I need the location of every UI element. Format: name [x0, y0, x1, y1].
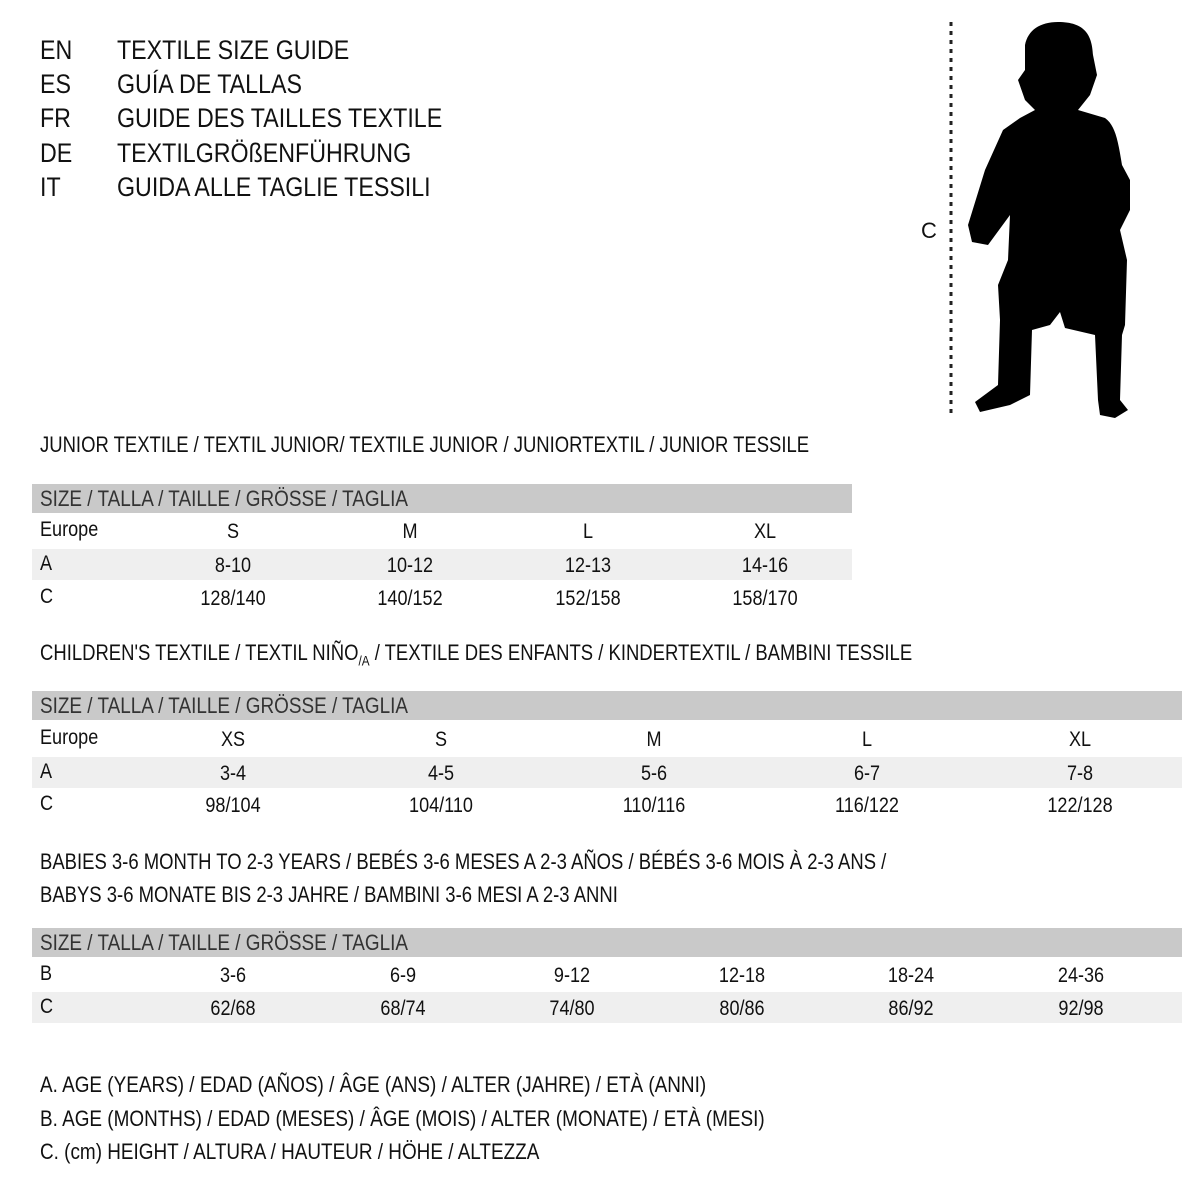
height-label: C [921, 218, 937, 243]
lang-code: EN [40, 35, 73, 65]
lang-title: TEXTILGRÖßENFÜHRUNG [117, 138, 412, 168]
children-size-header: SIZE / TALLA / TAILLE / GRÖSSE / TAGLIA [32, 691, 1182, 720]
table-cell: XL [1068, 728, 1092, 751]
junior-heading: JUNIOR TEXTILE / TEXTIL JUNIOR/ TEXTILE … [40, 432, 810, 457]
legend-a: A. AGE (YEARS) / EDAD (AÑOS) / ÂGE (ANS)… [40, 1072, 707, 1097]
table-cell: 68/74 [380, 997, 426, 1020]
table-cell: 18-24 [887, 964, 935, 987]
table-cell: 152/158 [555, 587, 621, 610]
table-cell: 10-12 [386, 554, 434, 577]
babies-heading-line2: BABYS 3-6 MONATE BIS 2-3 JAHRE / BAMBINI… [40, 882, 618, 907]
table-cell: 104/110 [409, 794, 473, 817]
lang-title: TEXTILE SIZE GUIDE [117, 35, 350, 65]
table-cell: XS [220, 728, 246, 751]
shaded-row [32, 757, 1182, 788]
table-cell: 62/68 [210, 997, 256, 1020]
table-cell: 74/80 [549, 997, 595, 1020]
table-cell: 86/92 [888, 997, 934, 1020]
table-cell: 24-36 [1057, 964, 1105, 987]
table-cell: 9-12 [553, 964, 591, 987]
table-cell: 8-10 [214, 554, 252, 577]
shaded-row [32, 992, 1182, 1023]
table-cell: 92/98 [1058, 997, 1104, 1020]
table-cell: 122/128 [1047, 794, 1113, 817]
lang-code: FR [40, 103, 71, 133]
lang-code: IT [40, 172, 61, 202]
row-label: A [40, 760, 53, 783]
table-cell: 158/170 [732, 587, 798, 610]
table-cell: 110/116 [622, 794, 686, 817]
table-cell: 12-13 [564, 554, 612, 577]
shaded-row [32, 549, 852, 580]
lang-code: ES [40, 69, 71, 99]
children-heading: CHILDREN'S TEXTILE / TEXTIL NIÑO/A / TEX… [40, 640, 913, 669]
legend-c: C. (cm) HEIGHT / ALTURA / HAUTEUR / HÖHE… [40, 1139, 540, 1164]
row-label: C [40, 792, 54, 815]
table-cell: 7-8 [1066, 762, 1094, 785]
table-cell: L [861, 728, 873, 751]
child-silhouette-figure [949, 22, 1130, 418]
table-cell: 6-9 [389, 964, 417, 987]
table-cell: 98/104 [205, 794, 261, 817]
table-cell: L [582, 520, 594, 543]
table-cell: 116/122 [835, 794, 899, 817]
table-cell: 12-18 [718, 964, 766, 987]
junior-size-header: SIZE / TALLA / TAILLE / GRÖSSE / TAGLIA [32, 484, 852, 513]
table-cell: S [226, 520, 240, 543]
table-cell: 14-16 [741, 554, 789, 577]
row-label: A [40, 552, 53, 575]
lang-title: GUIDE DES TAILLES TEXTILE [117, 103, 443, 133]
table-cell: 4-5 [427, 762, 455, 785]
babies-size-header: SIZE / TALLA / TAILLE / GRÖSSE / TAGLIA [32, 928, 1182, 957]
row-label: C [40, 995, 54, 1018]
table-cell: 6-7 [853, 762, 881, 785]
table-cell: 140/152 [377, 587, 443, 610]
table-cell: 80/86 [719, 997, 765, 1020]
row-label: B [40, 962, 53, 985]
table-cell: 128/140 [200, 587, 266, 610]
row-label: Europe [40, 726, 99, 749]
table-cell: 3-4 [219, 762, 247, 785]
table-cell: S [434, 728, 448, 751]
child-silhouette-icon [968, 22, 1130, 418]
table-cell: M [646, 728, 662, 751]
legend-b: B. AGE (MONTHS) / EDAD (MESES) / ÂGE (MO… [40, 1106, 765, 1131]
lang-title: GUÍA DE TALLAS [117, 69, 302, 99]
table-cell: M [402, 520, 418, 543]
table-cell: 5-6 [640, 762, 668, 785]
row-label: Europe [40, 518, 99, 541]
row-label: C [40, 585, 54, 608]
lang-title: GUIDA ALLE TAGLIE TESSILI [117, 172, 431, 202]
table-cell: XL [753, 520, 777, 543]
babies-heading-line1: BABIES 3-6 MONTH TO 2-3 YEARS / BEBÉS 3-… [40, 849, 887, 874]
lang-code: DE [40, 138, 73, 168]
table-cell: 3-6 [219, 964, 247, 987]
